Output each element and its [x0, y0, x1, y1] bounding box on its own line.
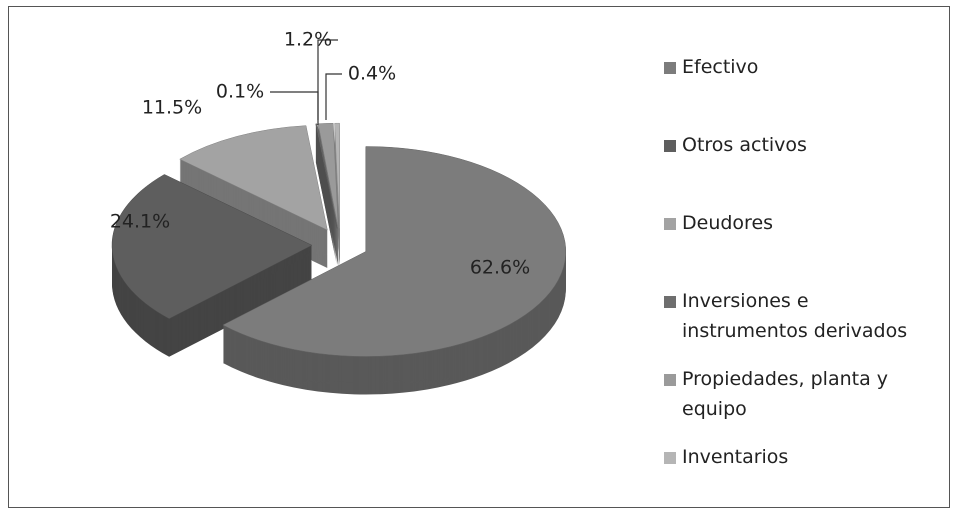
slice-side-layer	[315, 153, 338, 259]
slice-side-layer	[315, 130, 338, 236]
slice-side-layer	[315, 133, 338, 239]
slice-side-layer	[315, 150, 338, 256]
slice	[222, 146, 567, 357]
slice-side-layer	[315, 155, 338, 261]
legend-label: Inversiones e instrumentos derivados	[682, 290, 908, 342]
legend-swatch	[664, 452, 676, 464]
slice-side-layer	[315, 157, 338, 263]
slice	[315, 123, 338, 229]
legend: Efectivo Otros activos Deudores Inversiones…	[664, 52, 939, 520]
slice-side-layer	[315, 126, 338, 232]
legend-swatch	[664, 374, 676, 386]
legend-item: Propiedades, planta y equipo	[664, 364, 939, 442]
slice-side-layer	[315, 129, 338, 235]
data-label: 0.4%	[348, 63, 396, 85]
slice-side-layer	[315, 134, 338, 240]
slice-side-layer	[315, 154, 338, 260]
data-label: 62.6%	[470, 257, 530, 279]
slice-side-layer	[315, 160, 338, 266]
slice	[334, 122, 340, 229]
slice-side-layer	[315, 127, 338, 233]
legend-label: Deudores	[682, 212, 774, 234]
slice-side-layer	[315, 146, 338, 252]
slice	[111, 174, 313, 320]
legend-label: Inventarios	[682, 446, 789, 468]
leader-line	[325, 73, 342, 120]
legend-item: Deudores	[664, 208, 939, 286]
legend-label: Otros activos	[682, 134, 807, 156]
slice-side-layer	[315, 132, 338, 238]
legend-item: Otros activos	[664, 130, 939, 208]
slice-side-layer	[315, 142, 338, 248]
slice-side-layer	[315, 158, 338, 264]
legend-swatch	[664, 140, 676, 152]
slice-side-layer	[315, 138, 338, 244]
slice-side-layer	[315, 139, 338, 245]
legend-label: Efectivo	[682, 56, 759, 78]
legend-swatch	[664, 218, 676, 230]
slice-side-layer	[315, 152, 338, 258]
slice-side-layer	[315, 125, 338, 231]
slice	[179, 125, 328, 231]
leader-line	[317, 39, 338, 120]
legend-item: Inventarios	[664, 442, 939, 520]
slice-side-layer	[315, 145, 338, 251]
slice-side-layer	[315, 143, 338, 249]
slice-side-layer	[315, 149, 338, 255]
data-label: 11.5%	[142, 97, 202, 119]
leader-line	[270, 91, 319, 125]
data-label: 1.2%	[284, 29, 332, 51]
slice-side-layer	[315, 137, 338, 243]
slice-side-layer	[315, 151, 338, 257]
slice-side-layer	[315, 141, 338, 247]
slice-side-layer	[315, 144, 338, 250]
legend-swatch	[664, 296, 676, 308]
legend-swatch	[664, 62, 676, 74]
slice-side-layer	[315, 128, 338, 234]
slice-side-layer	[315, 159, 338, 265]
slice-side-layer	[315, 156, 338, 262]
data-label: 0.1%	[216, 81, 264, 103]
legend-item: Inversiones e instrumentos derivados	[664, 286, 939, 364]
slice-side-layer	[315, 136, 338, 242]
slice-side-layer	[315, 140, 338, 246]
slice-side-layer	[315, 148, 338, 254]
slice-side-layer	[315, 147, 338, 253]
legend-label: Propiedades, planta y equipo	[682, 368, 889, 420]
slice-side-layer	[315, 161, 338, 267]
slice-side-layer	[315, 131, 338, 237]
legend-item: Efectivo	[664, 52, 939, 130]
data-label: 24.1%	[110, 211, 170, 233]
slice-side-layer	[315, 135, 338, 241]
